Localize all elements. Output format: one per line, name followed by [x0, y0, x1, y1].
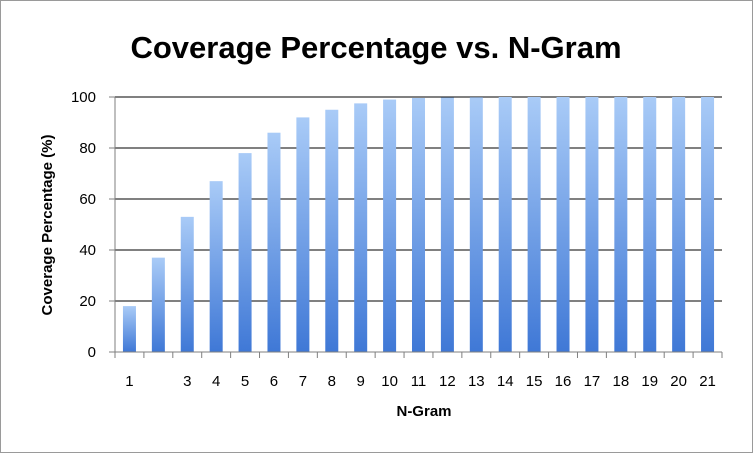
x-tick-labels: 1 3 4 5 6 7 8 9 10 11 12 13 14 15 16 17 18 19 20 21 [125, 373, 716, 390]
bar [122, 306, 136, 352]
x-tick-label: 18 [612, 373, 629, 390]
x-tick-label: 8 [328, 373, 336, 390]
x-tick-label: 11 [411, 373, 427, 390]
y-tick-label: 100 [71, 89, 96, 106]
bar [643, 97, 657, 352]
x-tick-label: 4 [212, 373, 220, 390]
x-tick-label: 21 [699, 373, 716, 390]
bar [469, 97, 483, 352]
bar [585, 97, 599, 352]
bar [325, 109, 339, 352]
x-tick-label: 6 [270, 373, 278, 390]
bar [440, 97, 454, 352]
x-tick-label: 7 [299, 373, 307, 390]
bar [180, 216, 194, 352]
axes [114, 97, 723, 358]
x-axis-label: N-Gram [396, 403, 451, 420]
bar [354, 103, 368, 352]
x-tick-label: 10 [381, 373, 398, 390]
bars [122, 97, 715, 353]
bar [614, 97, 628, 352]
x-tick-label: 12 [439, 373, 456, 390]
x-tick-label: 13 [468, 373, 485, 390]
bar [267, 132, 281, 352]
x-tick-label: 5 [241, 373, 249, 390]
x-tick-label: 1 [125, 373, 133, 390]
y-axis-label: Coverage Percentage (%) [39, 135, 56, 316]
bar [209, 181, 223, 352]
x-tick-label: 16 [555, 373, 572, 390]
x-tick-label: 9 [357, 373, 365, 390]
bar [151, 257, 165, 352]
bar [527, 97, 541, 352]
bar [383, 99, 397, 352]
bar [701, 97, 715, 352]
x-tick-label: 15 [526, 373, 543, 390]
x-tick-label: 17 [584, 373, 601, 390]
x-tick-label: 3 [183, 373, 191, 390]
x-tick-label: 19 [641, 373, 658, 390]
y-tick-label: 40 [79, 242, 96, 259]
y-tick-label: 20 [79, 293, 96, 310]
bar [238, 153, 252, 352]
y-tick-label: 0 [88, 344, 96, 361]
bar [556, 97, 570, 352]
bar [296, 117, 310, 353]
y-tick-label: 60 [79, 191, 96, 208]
x-tick-label: 14 [497, 373, 514, 390]
chart-title: Coverage Percentage vs. N-Gram [130, 30, 621, 65]
x-tick-label: 20 [670, 373, 687, 390]
bar [672, 97, 686, 352]
y-tick-label: 80 [79, 140, 96, 157]
bar [498, 97, 512, 352]
bar [411, 98, 426, 353]
y-tick-labels: 0 20 40 60 80 100 [71, 89, 96, 361]
